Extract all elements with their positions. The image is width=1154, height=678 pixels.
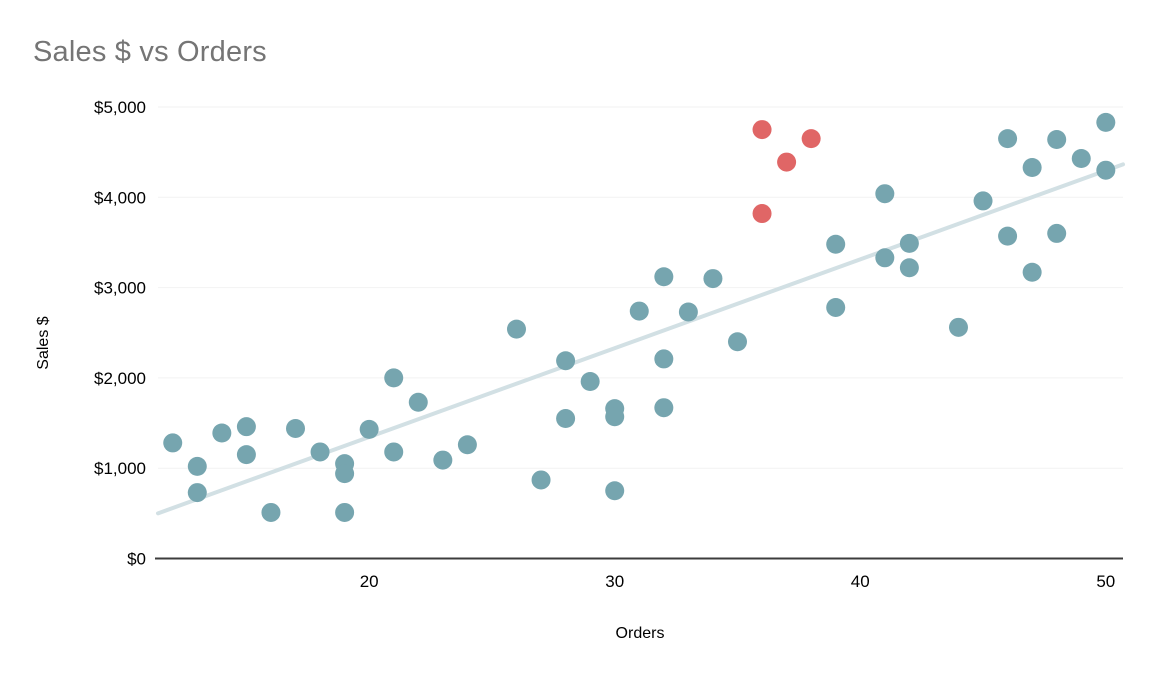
data-point-sales-[interactable] (384, 368, 404, 388)
data-point-sales-[interactable] (998, 129, 1018, 149)
y-tick-label: $4,000 (94, 188, 146, 207)
y-tick-label: $0 (127, 550, 146, 569)
data-point-sales-[interactable] (654, 349, 674, 369)
data-point-sales-[interactable] (1022, 262, 1042, 282)
data-point-sales-[interactable] (187, 483, 207, 503)
data-point-sales-[interactable] (580, 372, 600, 392)
chart-title: Sales $ vs Orders (33, 36, 267, 68)
trendline (156, 162, 1125, 516)
data-point-sales-[interactable] (384, 442, 404, 462)
data-point-sales-[interactable] (187, 456, 207, 476)
data-point-sales-[interactable] (678, 302, 698, 322)
data-point-sales-[interactable] (875, 248, 895, 268)
data-point-sales-[interactable] (1047, 130, 1067, 150)
data-point-sales-[interactable] (433, 450, 453, 470)
data-point-sales-[interactable] (1071, 148, 1091, 168)
data-point-sales-[interactable] (335, 464, 355, 484)
x-tick-label: 20 (360, 572, 379, 591)
data-point-outliers[interactable] (777, 152, 797, 172)
data-point-sales-[interactable] (826, 234, 846, 254)
y-tick-label: $3,000 (94, 279, 146, 298)
data-point-sales-[interactable] (875, 184, 895, 204)
data-point-sales-[interactable] (556, 409, 576, 429)
data-point-sales-[interactable] (1096, 112, 1116, 132)
data-point-outliers[interactable] (752, 204, 772, 224)
data-point-sales-[interactable] (605, 407, 625, 427)
data-point-sales-[interactable] (556, 351, 576, 371)
data-point-sales-[interactable] (605, 481, 625, 501)
data-point-sales-[interactable] (212, 423, 232, 443)
data-point-sales-[interactable] (286, 418, 306, 438)
data-point-sales-[interactable] (531, 470, 551, 490)
data-point-sales-[interactable] (1047, 223, 1067, 243)
x-axis-title: Orders (615, 625, 665, 642)
y-tick-label: $1,000 (94, 459, 146, 478)
data-point-sales-[interactable] (506, 319, 526, 339)
data-point-sales-[interactable] (998, 226, 1018, 246)
x-tick-label: 50 (1096, 572, 1115, 591)
data-point-sales-[interactable] (408, 392, 428, 412)
data-point-sales-[interactable] (948, 317, 968, 337)
data-point-sales-[interactable] (727, 332, 747, 352)
data-point-sales-[interactable] (654, 267, 674, 287)
y-tick-label: $2,000 (94, 369, 146, 388)
data-point-sales-[interactable] (1096, 160, 1116, 180)
data-point-sales-[interactable] (359, 419, 379, 439)
data-point-sales-[interactable] (335, 502, 355, 522)
data-point-sales-[interactable] (310, 442, 330, 462)
y-tick-label: $5,000 (94, 98, 146, 117)
data-point-sales-[interactable] (973, 191, 993, 211)
data-point-sales-[interactable] (899, 258, 919, 278)
data-point-sales-[interactable] (457, 435, 477, 455)
data-point-sales-[interactable] (826, 297, 846, 317)
x-tick-label: 40 (851, 572, 870, 591)
data-point-sales-[interactable] (899, 233, 919, 253)
data-point-sales-[interactable] (236, 445, 256, 465)
data-point-outliers[interactable] (801, 129, 821, 149)
x-tick-label: 30 (605, 572, 624, 591)
data-point-outliers[interactable] (752, 120, 772, 140)
data-point-sales-[interactable] (1022, 158, 1042, 178)
data-point-sales-[interactable] (654, 398, 674, 418)
data-point-sales-[interactable] (163, 433, 183, 453)
data-point-sales-[interactable] (236, 417, 256, 437)
data-point-sales-[interactable] (703, 269, 723, 289)
data-point-sales-[interactable] (629, 301, 649, 321)
data-point-sales-[interactable] (261, 502, 281, 522)
